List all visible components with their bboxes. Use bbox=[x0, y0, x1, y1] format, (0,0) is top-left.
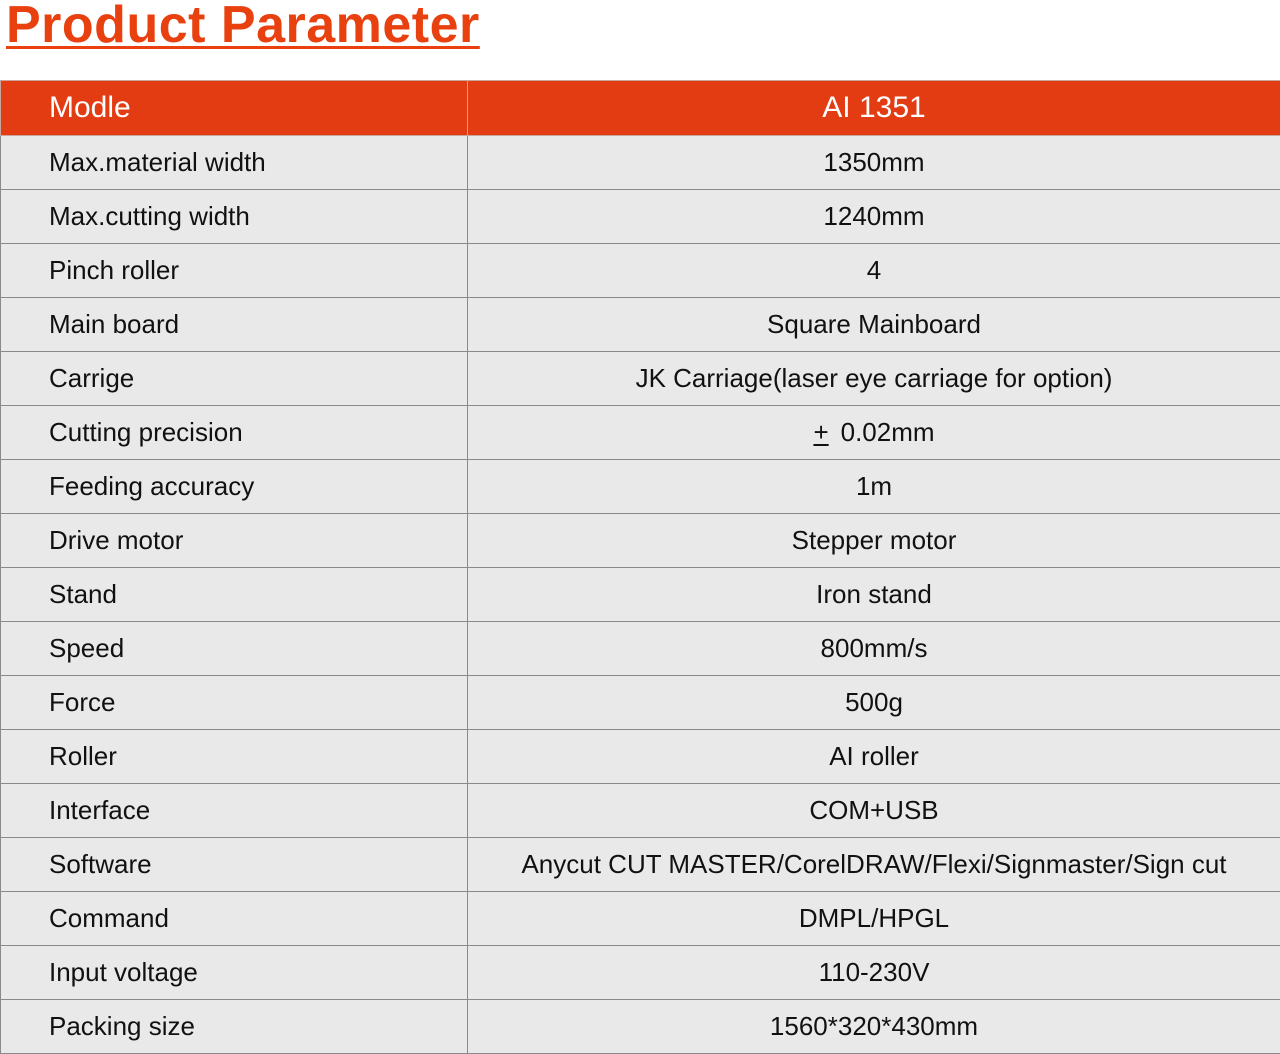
param-value: Stepper motor bbox=[467, 513, 1280, 568]
header-model-label: Modle bbox=[0, 80, 468, 136]
param-value: 1240mm bbox=[467, 189, 1280, 244]
param-value: 1m bbox=[467, 459, 1280, 514]
param-value: COM+USB bbox=[467, 783, 1280, 838]
table-row: Input voltage 110-230V bbox=[0, 945, 1280, 1000]
table-row: Cutting precision +0.02mm bbox=[0, 405, 1280, 460]
param-value: JK Carriage(laser eye carriage for optio… bbox=[467, 351, 1280, 406]
table-row: Speed 800mm/s bbox=[0, 621, 1280, 676]
table-row: Carrige JK Carriage(laser eye carriage f… bbox=[0, 351, 1280, 406]
param-value-text: 0.02mm bbox=[840, 417, 935, 447]
param-label: Main board bbox=[0, 297, 468, 352]
param-value: Iron stand bbox=[467, 567, 1280, 622]
table-row: Roller AI roller bbox=[0, 729, 1280, 784]
table-row: Stand Iron stand bbox=[0, 567, 1280, 622]
param-label: Max.material width bbox=[0, 135, 468, 190]
table-row: Interface COM+USB bbox=[0, 783, 1280, 838]
param-value: 4 bbox=[467, 243, 1280, 298]
param-value: Anycut CUT MASTER/CorelDRAW/Flexi/Signma… bbox=[467, 837, 1280, 892]
param-value: 110-230V bbox=[467, 945, 1280, 1000]
table-header-row: Modle AI 1351 bbox=[0, 80, 1280, 136]
table-row: Software Anycut CUT MASTER/CorelDRAW/Fle… bbox=[0, 837, 1280, 892]
table-row: Drive motor Stepper motor bbox=[0, 513, 1280, 568]
page-title: Product Parameter bbox=[6, 0, 480, 54]
param-label: Interface bbox=[0, 783, 468, 838]
table-row: Max.material width 1350mm bbox=[0, 135, 1280, 190]
param-value: DMPL/HPGL bbox=[467, 891, 1280, 946]
param-value: +0.02mm bbox=[467, 405, 1280, 460]
param-label: Cutting precision bbox=[0, 405, 468, 460]
param-label: Roller bbox=[0, 729, 468, 784]
table-row: Pinch roller 4 bbox=[0, 243, 1280, 298]
table-body: Max.material width 1350mm Max.cutting wi… bbox=[0, 135, 1280, 1054]
param-label: Command bbox=[0, 891, 468, 946]
table-row: Max.cutting width 1240mm bbox=[0, 189, 1280, 244]
param-value: 500g bbox=[467, 675, 1280, 730]
table-row: Force 500g bbox=[0, 675, 1280, 730]
header-model-value: AI 1351 bbox=[467, 80, 1280, 136]
param-label: Software bbox=[0, 837, 468, 892]
table-row: Packing size 1560*320*430mm bbox=[0, 999, 1280, 1054]
param-label: Speed bbox=[0, 621, 468, 676]
param-label: Feeding accuracy bbox=[0, 459, 468, 514]
param-label: Input voltage bbox=[0, 945, 468, 1000]
table-row: Main board Square Mainboard bbox=[0, 297, 1280, 352]
table-row: Feeding accuracy 1m bbox=[0, 459, 1280, 514]
param-label: Pinch roller bbox=[0, 243, 468, 298]
param-value: 800mm/s bbox=[467, 621, 1280, 676]
param-value: 1560*320*430mm bbox=[467, 999, 1280, 1054]
plus-minus-sign: + bbox=[813, 417, 829, 447]
param-label: Max.cutting width bbox=[0, 189, 468, 244]
param-label: Stand bbox=[0, 567, 468, 622]
table-row: Command DMPL/HPGL bbox=[0, 891, 1280, 946]
param-value: AI roller bbox=[467, 729, 1280, 784]
param-value: Square Mainboard bbox=[467, 297, 1280, 352]
param-label: Drive motor bbox=[0, 513, 468, 568]
param-label: Packing size bbox=[0, 999, 468, 1054]
param-value: 1350mm bbox=[467, 135, 1280, 190]
parameter-table: Modle AI 1351 Max.material width 1350mm … bbox=[0, 80, 1280, 1054]
param-label: Force bbox=[0, 675, 468, 730]
param-label: Carrige bbox=[0, 351, 468, 406]
